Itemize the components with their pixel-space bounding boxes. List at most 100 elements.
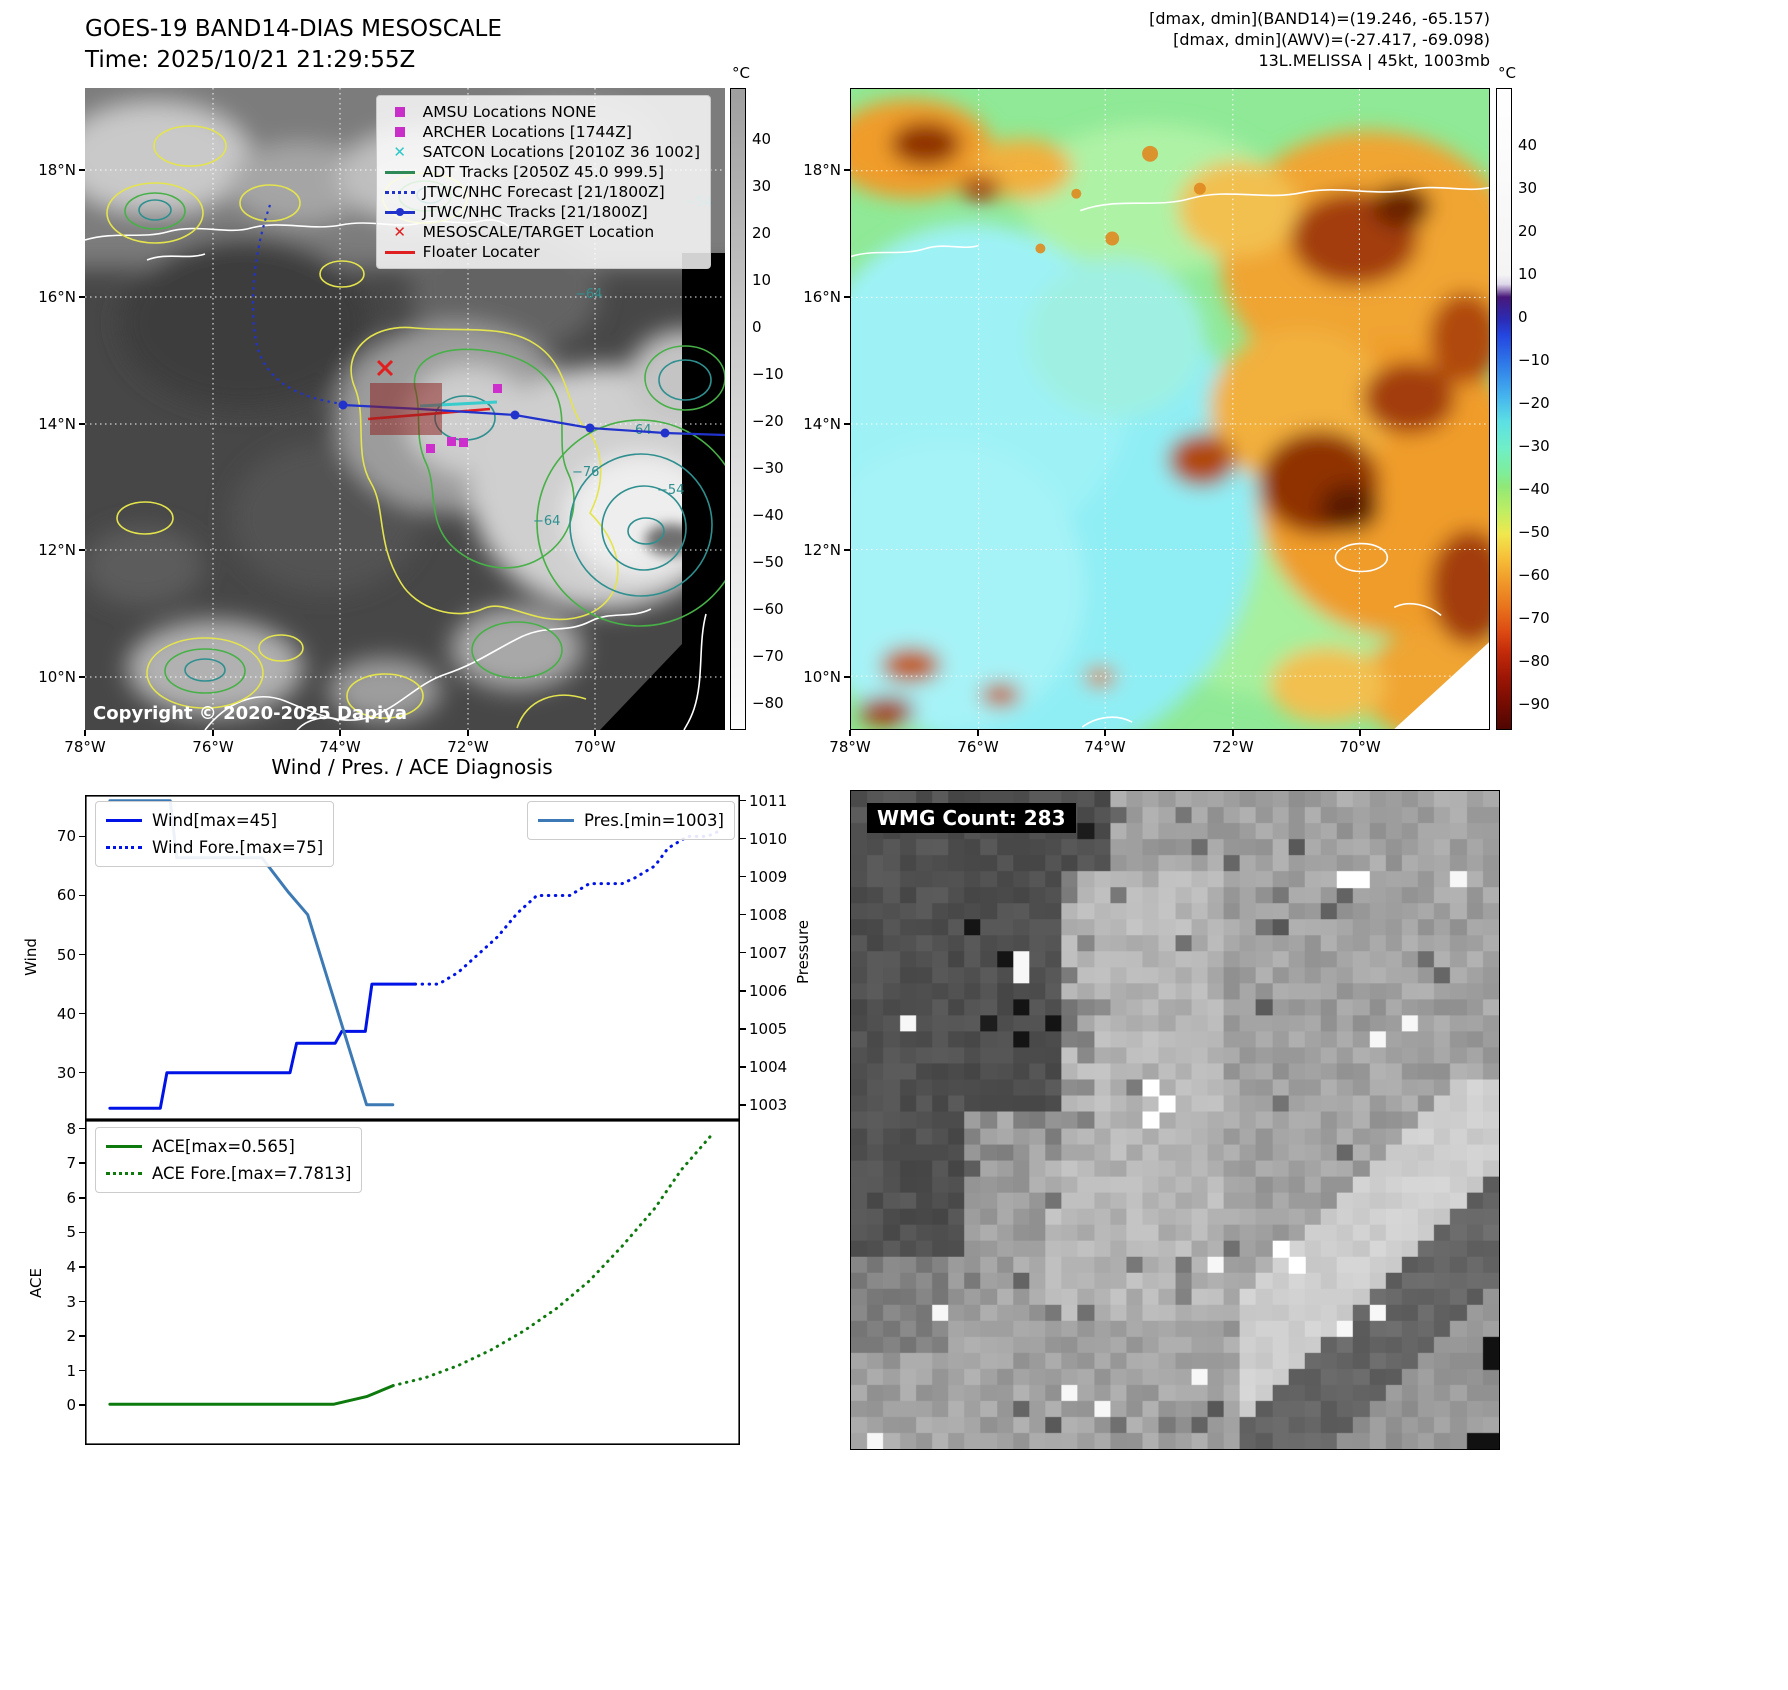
y-axis-tick-label: 1011	[749, 791, 788, 810]
tick-mark	[740, 1104, 746, 1106]
colorbar-tick-label: −20	[1518, 394, 1550, 412]
band14-colorbar	[730, 88, 746, 730]
lat-tick-label: 16°N	[803, 288, 841, 306]
line-marker-icon	[384, 250, 415, 254]
wmg-pixel-image	[851, 791, 1499, 1449]
tick-mark	[84, 730, 86, 736]
colorbar-tick-label: 30	[752, 177, 772, 195]
tick-mark	[79, 169, 85, 171]
copyright-text: Copyright © 2020-2025 Dapiya	[93, 703, 408, 724]
lat-tick-label: 14°N	[38, 415, 76, 433]
chart-legend-entry: Wind Fore.[max=75]	[106, 834, 323, 861]
wind-axis-label: Wind	[22, 938, 40, 976]
ace-axis-label: ACE	[27, 1268, 45, 1298]
scan-edge-region	[1394, 642, 1489, 729]
lon-tick-label: 78°W	[64, 738, 106, 756]
wmg-panel: WMG Count: 283	[850, 790, 1500, 1450]
contour-value-label: −64	[575, 287, 602, 302]
band14-colorbar-unit: °C	[732, 64, 750, 82]
latlon-grid	[851, 89, 1489, 729]
tick-mark	[79, 1369, 85, 1372]
colorbar-tick-label: −60	[1518, 566, 1550, 584]
map-legend-entry: JTWC/NHC Forecast [21/1800Z]	[384, 182, 700, 202]
y-axis-tick-label: 1006	[749, 981, 788, 1000]
line-sample-icon	[106, 1145, 142, 1148]
tick-mark	[212, 730, 214, 736]
y-axis-tick-label: 1004	[749, 1057, 788, 1076]
tick-mark	[79, 1300, 85, 1303]
line-sample-icon	[106, 819, 142, 822]
lat-tick-label: 12°N	[38, 541, 76, 559]
y-axis-tick-label: 1005	[749, 1019, 788, 1038]
tick-mark	[1232, 730, 1234, 736]
tick-mark	[740, 951, 746, 954]
y-axis-tick-label: 1008	[749, 905, 788, 924]
colorbar-tick-label: −60	[752, 600, 784, 618]
y-axis-tick-label: 1003	[749, 1095, 788, 1114]
tick-mark	[849, 730, 851, 736]
tick-mark	[339, 730, 341, 736]
diagnosis-title: Wind / Pres. / ACE Diagnosis	[271, 755, 553, 779]
lat-tick-label: 16°N	[38, 288, 76, 306]
x-marker-icon: ✕	[393, 222, 406, 241]
chart-legend-label: ACE[max=0.565]	[152, 1137, 295, 1156]
y-axis-tick-label: 3	[66, 1292, 76, 1311]
colorbar-tick-label: 10	[1518, 265, 1538, 283]
tick-mark	[79, 1071, 85, 1074]
coastlines	[851, 186, 1489, 728]
tick-mark	[79, 549, 85, 551]
tick-mark	[844, 549, 850, 551]
colorbar-tick-label: −40	[1518, 480, 1550, 498]
colorbar-tick-label: 30	[1518, 179, 1538, 197]
tick-mark	[79, 676, 85, 678]
y-axis-tick-label: 1	[66, 1361, 76, 1380]
tick-mark	[79, 423, 85, 425]
map-legend-entry: AMSU Locations NONE	[385, 102, 700, 122]
tick-mark	[740, 990, 746, 992]
mesoscale-domain-box	[370, 383, 442, 435]
contour-value-label: −64	[533, 514, 560, 529]
tick-mark	[79, 1231, 85, 1234]
chart-legend-label: Wind Fore.[max=75]	[152, 838, 324, 857]
tick-mark	[79, 1197, 85, 1199]
tick-mark	[740, 1066, 746, 1068]
tick-mark	[1359, 730, 1361, 736]
tick-mark	[79, 894, 85, 897]
awv-cloud-field	[851, 98, 1489, 729]
contour-value-label: −76	[572, 465, 599, 480]
lon-tick-label: 70°W	[574, 738, 616, 756]
lat-tick-label: 14°N	[803, 415, 841, 433]
colorbar-tick-label: −30	[752, 459, 784, 477]
lon-tick-label: 72°W	[447, 738, 489, 756]
y-axis-tick-label: 5	[66, 1223, 76, 1242]
lon-tick-label: 74°W	[319, 738, 361, 756]
tick-mark	[1104, 730, 1106, 736]
tick-mark	[79, 1012, 85, 1015]
colorbar-tick-label: −80	[1518, 652, 1550, 670]
mesoscale-target-x-icon	[376, 359, 394, 377]
tick-mark	[79, 1266, 85, 1268]
colorbar-tick-label: −40	[752, 506, 784, 524]
tick-mark	[740, 799, 746, 802]
awv-map	[850, 88, 1490, 730]
wind-legend: Wind[max=45] Wind Fore.[max=75]	[95, 801, 335, 867]
map-legend-label: ARCHER Locations [1744Z]	[422, 123, 632, 141]
tick-mark	[977, 730, 979, 736]
y-axis-tick-label: 40	[56, 1004, 76, 1023]
tick-mark	[79, 953, 85, 956]
small-cloud-specks	[1035, 145, 1206, 254]
band14-time: Time: 2025/10/21 21:29:55Z	[85, 47, 416, 73]
lon-tick-label: 70°W	[1339, 738, 1381, 756]
awv-header: [dmax, dmin](BAND14)=(19.246, -65.157) […	[1149, 8, 1490, 71]
map-legend-label: JTWC/NHC Forecast [21/1800Z]	[422, 183, 665, 201]
tick-mark	[79, 1404, 85, 1406]
colorbar-tick-label: −30	[1518, 437, 1550, 455]
tick-mark	[844, 169, 850, 171]
colorbar-tick-label: 10	[752, 271, 772, 289]
y-axis-tick-label: 1009	[749, 867, 788, 886]
archer-location-markers	[426, 384, 502, 453]
line-dot-marker-icon	[384, 208, 415, 216]
chart-series	[413, 829, 722, 986]
y-axis-tick-label: 50	[56, 945, 76, 964]
awv-header-line-2: [dmax, dmin](AWV)=(-27.417, -69.098)	[1173, 30, 1490, 49]
